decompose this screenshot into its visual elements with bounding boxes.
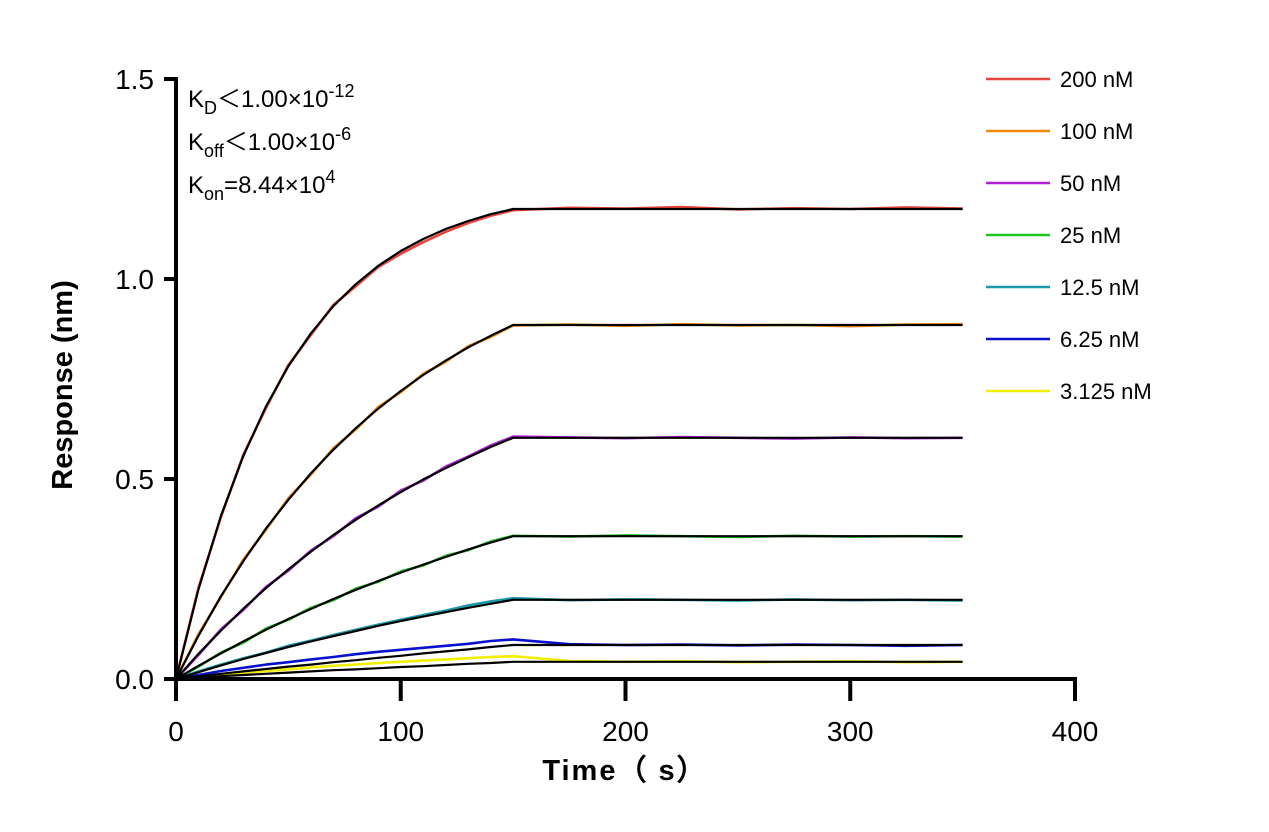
x-tick-label: 0 [168,716,184,747]
symbol: K [188,129,204,156]
fit-line [175,323,963,680]
data-line [175,435,963,680]
superscript: 4 [325,167,335,187]
legend-label: 12.5 nM [1060,275,1140,300]
value-text: ＜1.00×10 [224,129,335,156]
y-axis-title: Response (nm) [47,280,79,489]
x-tick-label: 100 [377,716,424,747]
x-tick-label: 300 [827,716,874,747]
subscript: on [204,184,224,204]
y-tick-label: 0.5 [115,464,154,495]
legend-label: 3.125 nM [1060,379,1152,404]
kinetics-annotation: KD＜1.00×10-12 [188,81,354,118]
y-tick-label: 0.0 [115,664,154,695]
data-line [175,654,963,681]
kinetics-annotation: Kon=8.44×104 [188,167,336,204]
legend-label: 6.25 nM [1060,327,1140,352]
data-line [174,205,963,680]
legend-label: 25 nM [1060,223,1121,248]
x-tick-label: 200 [602,716,649,747]
value-text: =8.44×10 [224,172,325,199]
legend-label: 100 nM [1060,119,1133,144]
fit-line [175,643,963,681]
legend-label: 50 nM [1060,171,1121,196]
subscript: D [204,98,217,118]
y-tick-label: 1.5 [115,64,154,95]
x-axis-title: Time（ s） [542,754,707,787]
fit-line [175,436,963,680]
fit-line [175,660,963,681]
symbol: K [188,86,204,113]
y-tick-label: 1.0 [115,264,154,295]
x-tick-label: 400 [1052,716,1099,747]
fit-line [175,598,963,681]
data-line [174,322,963,680]
fit-line [174,207,963,680]
data-line [175,534,963,681]
value-text: ＜1.00×10 [217,86,328,113]
legend-label: 200 nM [1060,67,1133,92]
kinetics-annotation: Koff＜1.00×10-6 [188,124,351,161]
fit-line [175,535,963,680]
symbol: K [188,172,204,199]
superscript: -6 [335,124,351,144]
subscript: off [204,141,225,161]
superscript: -12 [328,81,354,101]
